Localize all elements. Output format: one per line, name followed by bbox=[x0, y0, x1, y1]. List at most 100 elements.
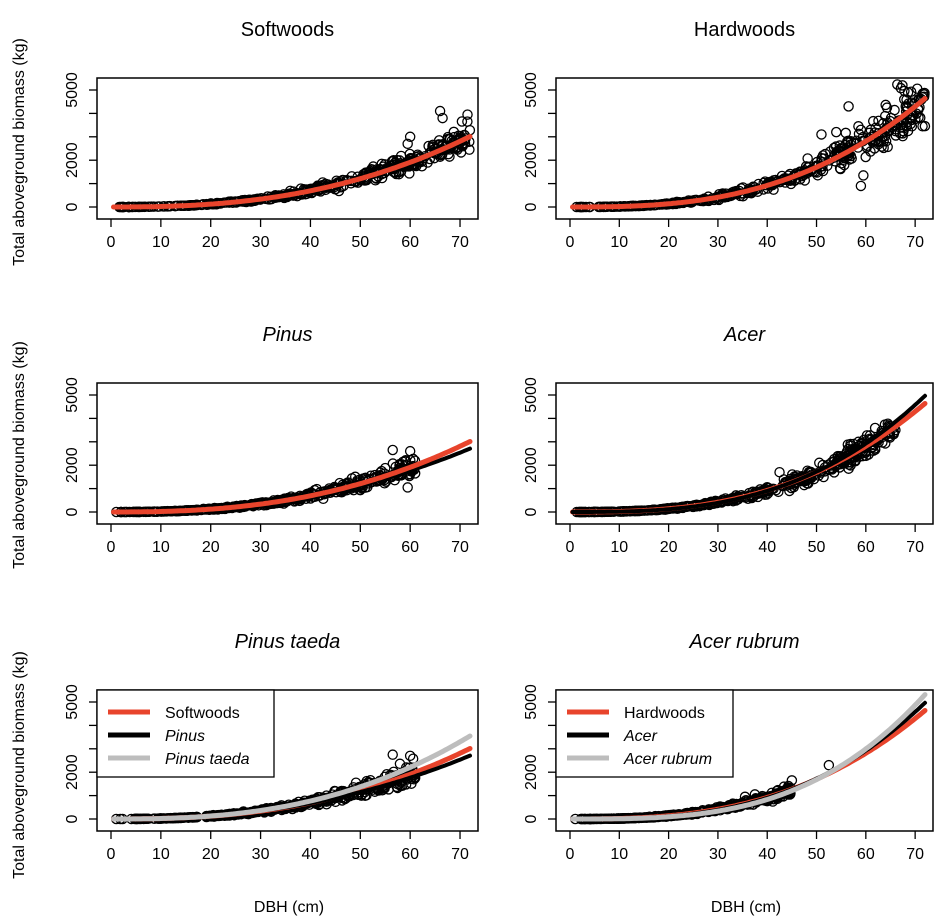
x-tick-label: 30 bbox=[252, 234, 270, 251]
y-tick-label: 5000 bbox=[523, 72, 540, 108]
x-tick-label: 40 bbox=[758, 539, 776, 556]
x-tick-label: 60 bbox=[857, 846, 875, 863]
y-tick-label: 0 bbox=[64, 507, 81, 516]
x-tick-label: 60 bbox=[401, 234, 419, 251]
data-point bbox=[462, 109, 473, 120]
data-point bbox=[860, 151, 871, 163]
plot-area bbox=[570, 79, 931, 213]
x-tick-label: 40 bbox=[758, 846, 776, 863]
x-axis-label-left: DBH (cm) bbox=[254, 899, 324, 916]
data-point bbox=[840, 127, 851, 139]
data-point bbox=[898, 94, 910, 105]
y-tick-label: 2000 bbox=[64, 447, 81, 483]
panel-1: Softwoods 0 10 20 30 40 50 60 70 0 2000 5000 bbox=[64, 19, 479, 251]
legend-label: Hardwoods bbox=[624, 705, 705, 722]
data-point bbox=[917, 121, 928, 132]
data-point bbox=[395, 150, 407, 162]
x-tick-label: 70 bbox=[451, 234, 469, 251]
data-point bbox=[784, 485, 795, 497]
x-tick-label: 70 bbox=[451, 539, 469, 556]
data-point bbox=[865, 124, 877, 136]
data-point bbox=[843, 101, 854, 112]
legend-label: Pinus taeda bbox=[165, 751, 250, 768]
data-point bbox=[798, 479, 810, 491]
y-tick-label: 0 bbox=[523, 202, 540, 211]
legend-label: Acer bbox=[623, 728, 658, 745]
x-tick-label: 30 bbox=[709, 234, 727, 251]
data-point bbox=[889, 104, 900, 116]
x-tick-label: 40 bbox=[302, 846, 320, 863]
data-point bbox=[881, 102, 893, 113]
fit-line-series-2 bbox=[111, 439, 473, 515]
x-tick-label: 50 bbox=[351, 539, 369, 556]
plot-area bbox=[111, 105, 476, 213]
y-tick-label: 2000 bbox=[523, 754, 540, 790]
panel-title: Hardwoods bbox=[694, 19, 795, 41]
x-tick-label: 30 bbox=[709, 846, 727, 863]
panel-frame bbox=[555, 382, 934, 525]
x-tick-label: 20 bbox=[660, 846, 678, 863]
panel-4: Acer 0 10 20 30 40 50 60 70 0 2000 5000 bbox=[523, 324, 934, 556]
x-tick-label: 20 bbox=[202, 539, 220, 556]
x-tick-label: 0 bbox=[107, 234, 116, 251]
data-point bbox=[397, 456, 409, 468]
data-point bbox=[816, 129, 827, 140]
legend-label: Acer rubrum bbox=[623, 751, 712, 768]
data-point bbox=[402, 138, 413, 150]
data-point bbox=[861, 430, 873, 441]
data-point bbox=[423, 140, 434, 152]
data-point bbox=[464, 124, 476, 136]
y-tick-label: 2000 bbox=[64, 754, 81, 790]
x-tick-label: 50 bbox=[351, 234, 369, 251]
data-point bbox=[799, 175, 811, 186]
fit-line-acer-rubrum bbox=[570, 692, 928, 822]
data-point bbox=[880, 136, 892, 147]
data-point bbox=[404, 750, 416, 762]
x-tick-label: 10 bbox=[152, 234, 170, 251]
data-point bbox=[456, 116, 468, 127]
x-tick-label: 40 bbox=[302, 234, 320, 251]
data-point bbox=[820, 148, 831, 160]
data-point bbox=[786, 775, 798, 786]
x-tick-label: 70 bbox=[906, 539, 924, 556]
data-point bbox=[899, 85, 910, 97]
y-axis-label-row-3: Total aboveground biomass (kg) bbox=[11, 651, 28, 879]
data-point bbox=[858, 170, 869, 181]
x-tick-label: 0 bbox=[566, 846, 575, 863]
panel-6: Acer rubrum 0 10 20 30 40 50 60 70 0 2000 5000 Hardw… bbox=[523, 631, 934, 863]
x-tick-label: 0 bbox=[566, 234, 575, 251]
x-tick-label: 10 bbox=[610, 846, 628, 863]
x-tick-label: 20 bbox=[660, 234, 678, 251]
y-tick-label: 5000 bbox=[64, 72, 81, 108]
panel-frame bbox=[96, 77, 479, 220]
x-tick-label: 10 bbox=[152, 846, 170, 863]
fit-line-series-1 bbox=[111, 134, 473, 210]
data-point bbox=[869, 422, 881, 434]
data-point bbox=[774, 466, 785, 478]
panel-frame bbox=[96, 382, 479, 525]
y-tick-label: 0 bbox=[64, 814, 81, 823]
x-tick-label: 60 bbox=[857, 539, 875, 556]
data-point bbox=[402, 482, 413, 493]
y-tick-label: 2000 bbox=[64, 142, 81, 178]
y-tick-label: 5000 bbox=[64, 377, 81, 413]
x-tick-label: 60 bbox=[857, 234, 875, 251]
y-tick-label: 2000 bbox=[523, 142, 540, 178]
x-axis-label-right: DBH (cm) bbox=[711, 899, 781, 916]
data-point bbox=[910, 113, 921, 125]
x-tick-label: 20 bbox=[202, 234, 220, 251]
fit-line-pinus-taeda bbox=[111, 733, 473, 822]
data-point bbox=[393, 168, 405, 180]
data-point bbox=[442, 133, 453, 145]
x-tick-label: 0 bbox=[566, 539, 575, 556]
data-point bbox=[853, 121, 864, 132]
x-tick-label: 20 bbox=[202, 846, 220, 863]
data-point bbox=[387, 444, 398, 456]
fit-line-series-1 bbox=[570, 96, 928, 210]
data-point bbox=[434, 105, 446, 117]
x-tick-label: 10 bbox=[610, 539, 628, 556]
plot-area bbox=[111, 439, 473, 518]
y-tick-label: 5000 bbox=[523, 377, 540, 413]
data-point bbox=[892, 79, 903, 90]
